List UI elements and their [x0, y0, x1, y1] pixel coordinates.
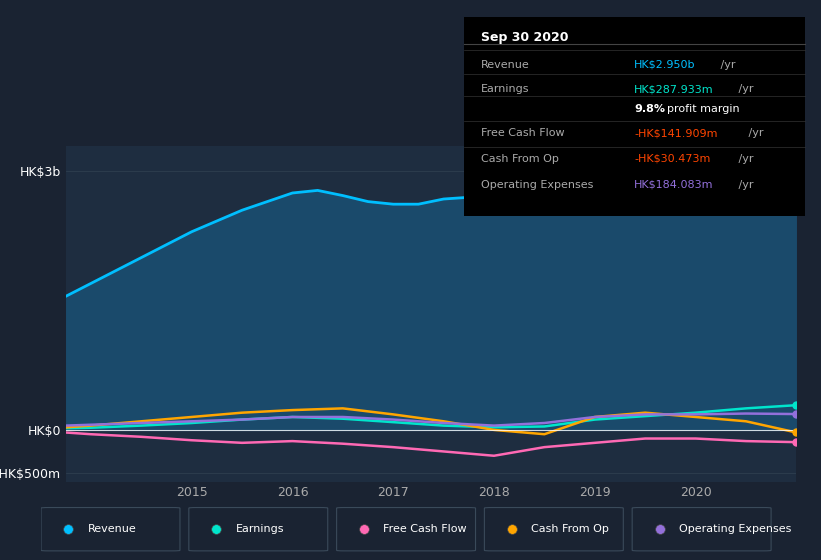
Text: HK$2.950b: HK$2.950b [635, 59, 695, 69]
Text: /yr: /yr [736, 85, 754, 95]
Text: Cash From Op: Cash From Op [481, 154, 559, 164]
Text: HK$184.083m: HK$184.083m [635, 180, 713, 190]
Text: Free Cash Flow: Free Cash Flow [481, 128, 565, 138]
Text: /yr: /yr [717, 59, 736, 69]
Text: Earnings: Earnings [481, 85, 530, 95]
Text: profit margin: profit margin [667, 104, 739, 114]
Text: -HK$141.909m: -HK$141.909m [635, 128, 718, 138]
Text: /yr: /yr [736, 154, 754, 164]
Text: Cash From Op: Cash From Op [531, 524, 609, 534]
Text: -HK$30.473m: -HK$30.473m [635, 154, 711, 164]
Text: /yr: /yr [736, 180, 754, 190]
Text: Earnings: Earnings [236, 524, 284, 534]
Text: HK$287.933m: HK$287.933m [635, 85, 713, 95]
Text: Operating Expenses: Operating Expenses [679, 524, 791, 534]
Text: Revenue: Revenue [88, 524, 136, 534]
Text: Free Cash Flow: Free Cash Flow [383, 524, 467, 534]
Text: 9.8%: 9.8% [635, 104, 665, 114]
Text: Operating Expenses: Operating Expenses [481, 180, 594, 190]
Text: Sep 30 2020: Sep 30 2020 [481, 31, 568, 44]
Text: Revenue: Revenue [481, 59, 530, 69]
Text: /yr: /yr [745, 128, 763, 138]
